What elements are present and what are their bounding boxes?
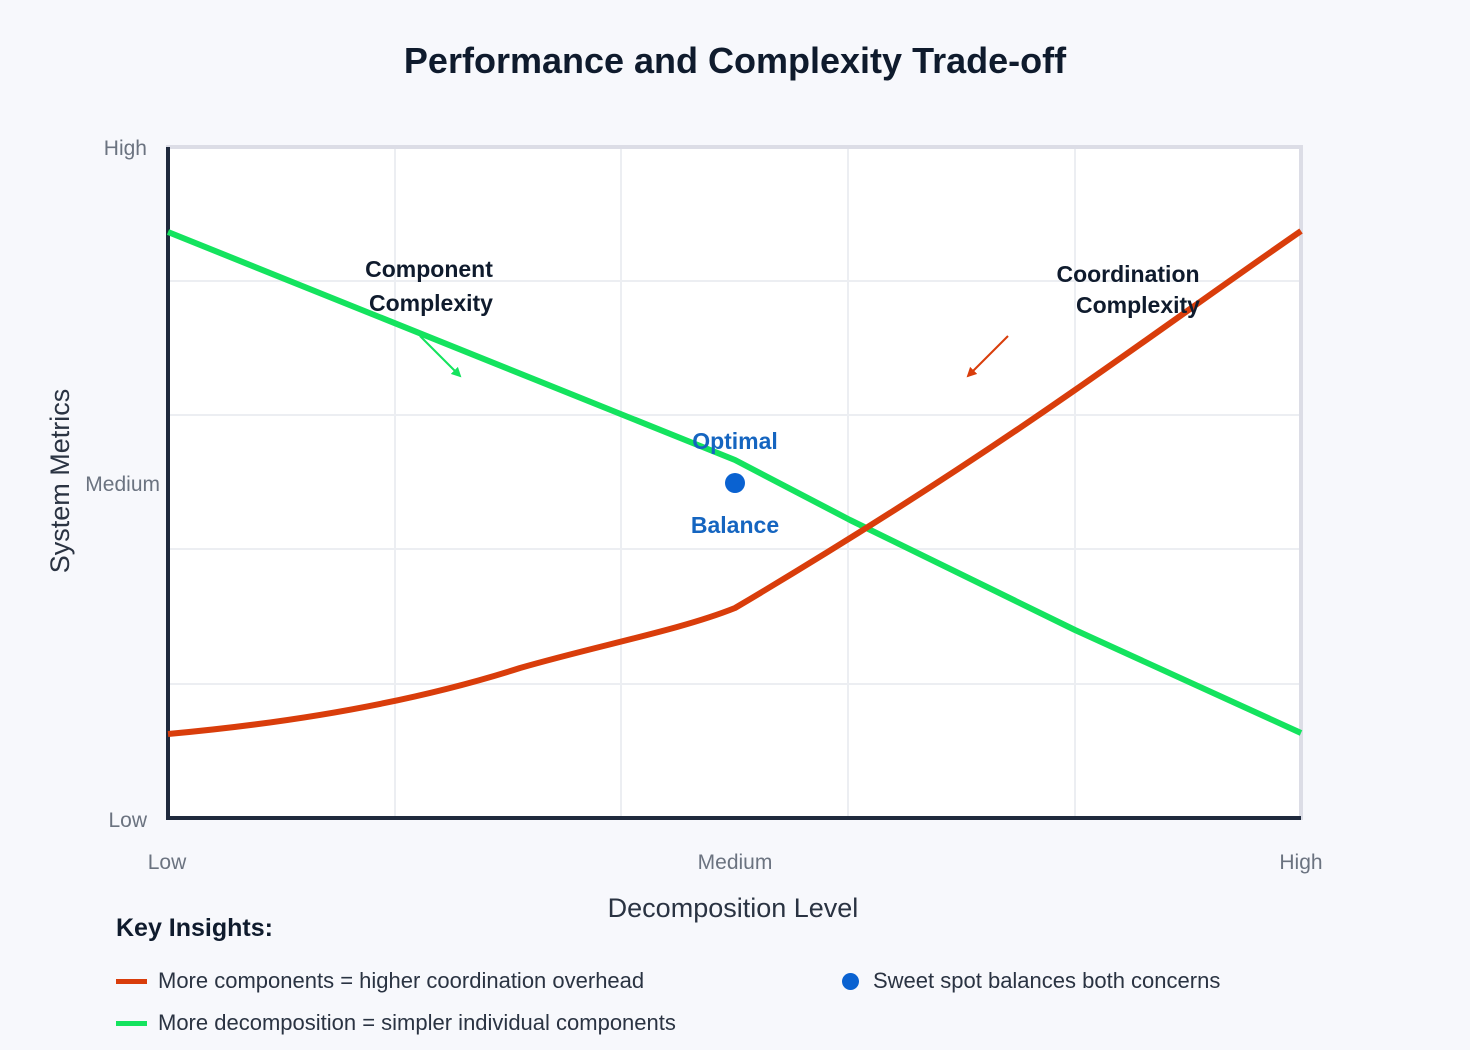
- optimal-label: Optimal: [692, 428, 778, 454]
- x-tick-medium: Medium: [698, 851, 773, 874]
- legend-text-optimal: Sweet spot balances both concerns: [873, 968, 1221, 993]
- legend-item-component: More decomposition = simpler individual …: [116, 1010, 676, 1036]
- coordination-complexity-line: [167, 228, 1303, 737]
- coordination-arrow-icon: [966, 335, 1009, 378]
- y-tick-low: Low: [108, 809, 147, 832]
- component-complexity-line: [166, 229, 1303, 736]
- blue-dot-swatch-icon: [842, 972, 859, 990]
- legend-text-coordination: More components = higher coordination ov…: [158, 968, 645, 993]
- coordination-label-2: Complexity: [1076, 292, 1200, 318]
- optimal-point: [725, 473, 745, 493]
- x-tick-low: Low: [148, 851, 187, 874]
- coordination-label-1: Coordination: [1056, 261, 1199, 287]
- insights-title: Key Insights:: [116, 914, 273, 942]
- balance-label: Balance: [691, 512, 779, 538]
- legend-item-optimal: Sweet spot balances both concerns: [842, 968, 1220, 994]
- y-tick-medium: Medium: [85, 473, 160, 496]
- red-line-swatch-icon: [116, 978, 147, 984]
- x-axis-label: Decomposition Level: [608, 893, 859, 923]
- x-tick-high: High: [1279, 851, 1322, 874]
- component-label-1: Component: [365, 256, 493, 282]
- component-arrow-icon: [419, 335, 462, 378]
- grid: [170, 149, 1299, 816]
- chart-title: Performance and Complexity Trade-off: [403, 40, 1067, 81]
- y-axis-label: System Metrics: [45, 389, 75, 574]
- legend-item-coordination: More components = higher coordination ov…: [116, 968, 644, 994]
- legend-text-component: More decomposition = simpler individual …: [158, 1010, 676, 1035]
- green-line-swatch-icon: [116, 1020, 147, 1026]
- component-label-2: Complexity: [369, 290, 493, 316]
- y-tick-high: High: [104, 137, 147, 160]
